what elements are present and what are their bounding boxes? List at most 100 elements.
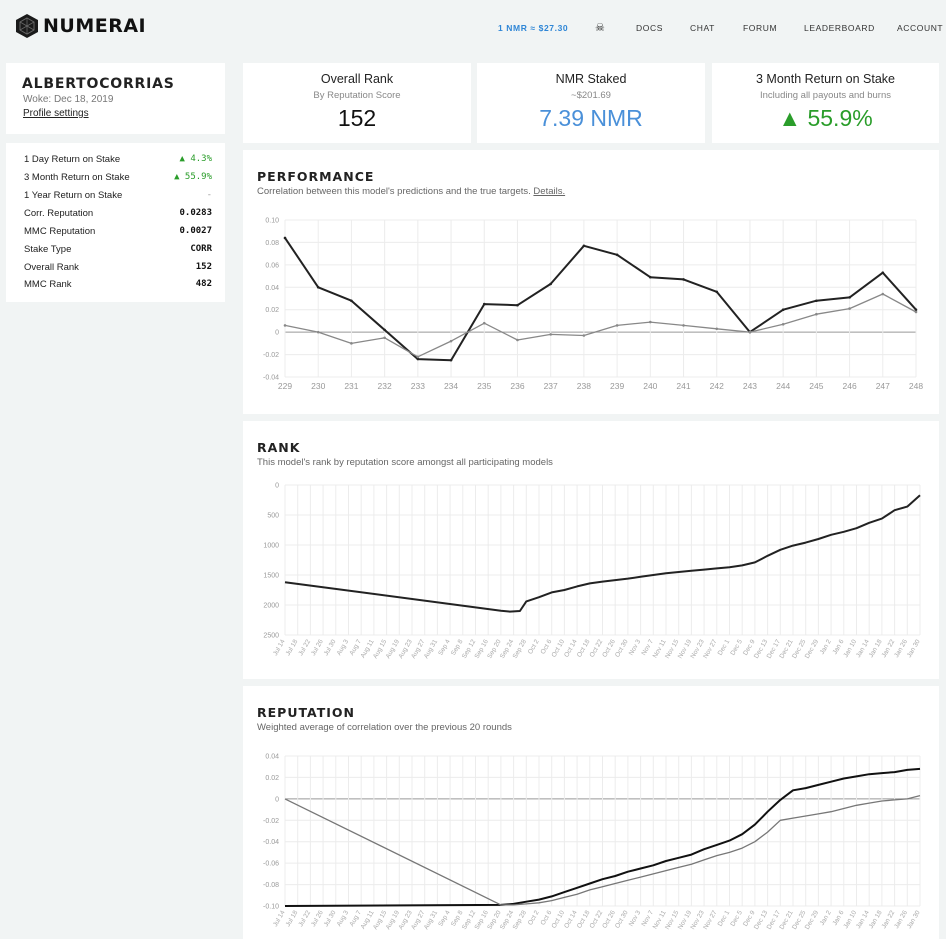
kpi-3-month-return: 3 Month Return on Stake Including all pa… <box>712 63 939 143</box>
x-tick-label: 232 <box>378 381 392 391</box>
data-point <box>815 312 818 316</box>
data-point <box>582 244 586 248</box>
x-tick-label: 241 <box>676 381 690 391</box>
stat-value: CORR <box>190 244 212 254</box>
data-point <box>582 334 586 337</box>
data-point <box>914 308 918 312</box>
stats-card: 1 Day Return on Stake ▲ 4.3% 3 Month Ret… <box>6 143 225 302</box>
data-point <box>482 321 486 325</box>
x-tick-label: 242 <box>710 381 724 391</box>
stat-label: Corr. Reputation <box>24 208 94 219</box>
data-point <box>516 303 519 307</box>
data-point <box>350 342 353 345</box>
data-point <box>283 236 287 240</box>
panel-subtitle: Correlation between this model's predict… <box>257 186 565 197</box>
panel-title: PERFORMANCE <box>257 169 375 184</box>
stat-row: Corr. Reputation 0.0283 <box>24 208 212 222</box>
y-tick-label: 0.02 <box>265 775 279 782</box>
data-point <box>881 271 885 275</box>
stat-row: 1 Year Return on Stake - <box>24 190 212 204</box>
y-tick-label: 0 <box>275 796 279 803</box>
data-point <box>449 358 453 362</box>
y-tick-label: 0.04 <box>265 754 279 761</box>
model-name: ALBERTOCORRIAS <box>22 76 175 92</box>
data-point <box>316 330 320 334</box>
details-link[interactable]: Details. <box>533 186 566 197</box>
y-tick-label: -0.04 <box>263 375 279 382</box>
y-tick-label: 0.08 <box>265 240 279 247</box>
stat-row: MMC Rank 482 <box>24 279 212 293</box>
data-point <box>815 299 818 303</box>
data-point <box>649 320 652 324</box>
y-tick-label: 0.10 <box>265 218 279 225</box>
stat-value: 152 <box>195 262 212 272</box>
series-line <box>284 293 917 358</box>
kpi-title: NMR Staked <box>555 72 627 86</box>
x-tick-label: 235 <box>477 381 491 391</box>
panel-subtitle: This model's rank by reputation score am… <box>257 457 553 468</box>
data-point <box>516 338 519 342</box>
data-point <box>781 322 785 326</box>
series-line <box>284 767 921 907</box>
stat-row: 1 Day Return on Stake ▲ 4.3% <box>24 154 212 168</box>
x-tick-label: Jan 30 <box>906 638 922 659</box>
numerai-logo-icon <box>16 14 38 38</box>
panel-title: REPUTATION <box>257 705 356 720</box>
nmr-price: 1 NMR ≈ $27.30 <box>498 23 569 33</box>
y-tick-label: 0 <box>275 483 279 490</box>
y-tick-label: -0.10 <box>263 904 279 911</box>
y-tick-label: -0.02 <box>263 352 279 359</box>
y-tick-label: 0 <box>275 330 279 337</box>
performance-panel: PERFORMANCE Correlation between this mod… <box>243 150 939 414</box>
y-tick-label: 0.06 <box>265 262 279 269</box>
performance-subtitle-text: Correlation between this model's predict… <box>257 186 531 197</box>
woke-date: Woke: Dec 18, 2019 <box>23 94 114 105</box>
x-tick-label: Jan 2 <box>819 909 833 927</box>
x-tick-label: 230 <box>311 381 325 391</box>
stat-label: Overall Rank <box>24 262 79 273</box>
stat-value: ▲ 4.3% <box>179 154 212 164</box>
stat-value: 0.0027 <box>179 226 212 236</box>
series-line <box>284 494 921 613</box>
kpi-subtitle: Including all payouts and burns <box>760 90 891 101</box>
stat-label: MMC Reputation <box>24 226 96 237</box>
nav-account[interactable]: ACCOUNT <box>897 23 944 33</box>
nav-docs[interactable]: DOCS <box>636 23 663 33</box>
x-tick-label: 246 <box>842 381 856 391</box>
y-tick-label: 1500 <box>263 573 279 580</box>
data-point <box>383 328 386 332</box>
data-point <box>482 302 486 306</box>
brand-logo[interactable]: NUMERAI <box>14 13 146 39</box>
data-point <box>715 327 719 331</box>
y-tick-label: -0.02 <box>263 818 279 825</box>
skull-icon[interactable]: ☠ <box>595 22 605 34</box>
series-line <box>284 237 917 362</box>
stat-label: 1 Year Return on Stake <box>24 190 123 201</box>
data-point <box>848 296 851 299</box>
x-tick-label: Jan 2 <box>819 638 833 656</box>
profile-settings-link[interactable]: Profile settings <box>23 108 89 119</box>
y-tick-label: 500 <box>267 513 279 520</box>
panel-subtitle: Weighted average of correlation over the… <box>257 722 512 733</box>
x-tick-label: 248 <box>909 381 923 391</box>
nav-chat[interactable]: CHAT <box>690 23 715 33</box>
x-tick-label: 236 <box>510 381 524 391</box>
rank-panel: RANK This model's rank by reputation sco… <box>243 421 939 679</box>
y-tick-label: 2500 <box>263 633 279 640</box>
nav-leaderboard[interactable]: LEADERBOARD <box>804 23 875 33</box>
stat-value: - <box>206 190 212 200</box>
data-point <box>416 355 420 359</box>
y-tick-label: 0.04 <box>265 285 279 292</box>
x-tick-label: 237 <box>544 381 558 391</box>
data-point <box>649 275 652 279</box>
data-point <box>383 336 386 340</box>
y-tick-label: -0.04 <box>263 839 279 846</box>
data-point <box>881 292 885 296</box>
y-tick-label: -0.06 <box>263 861 279 868</box>
kpi-value: 152 <box>337 105 377 131</box>
x-tick-label: 231 <box>344 381 358 391</box>
nav-forum[interactable]: FORUM <box>743 23 778 33</box>
kpi-subtitle: By Reputation Score <box>313 90 401 101</box>
kpi-nmr-staked: NMR Staked ~$201.69 7.39 NMR <box>477 63 705 143</box>
